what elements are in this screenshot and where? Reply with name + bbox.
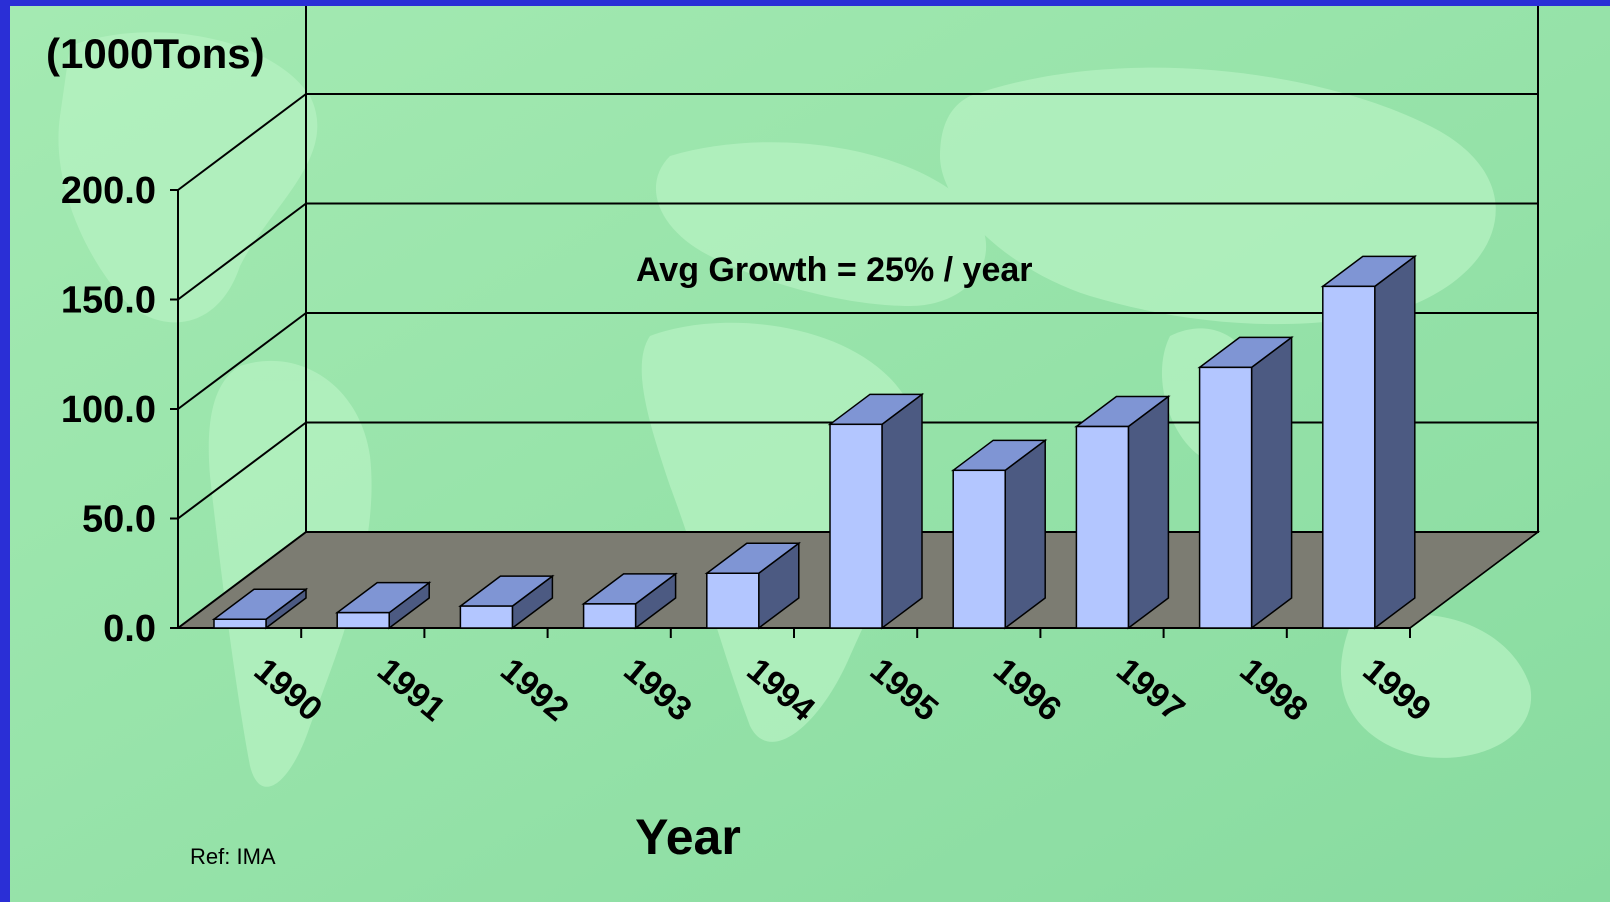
bar-side xyxy=(1374,254,1416,630)
bar xyxy=(829,423,883,629)
bar xyxy=(459,605,514,629)
growth-annotation: Avg Growth = 25% / year xyxy=(636,251,1033,289)
gridline-side xyxy=(177,93,307,191)
bar xyxy=(582,603,637,629)
gridline-side xyxy=(177,531,307,629)
bar-side xyxy=(1127,395,1170,630)
chart-frame: 0.0 50.0 100.0 150.0 200.0 1990 1991 1992 1993 19… xyxy=(10,6,1610,902)
bar xyxy=(213,618,267,629)
bar xyxy=(1198,366,1253,629)
bar xyxy=(1322,285,1376,629)
bar xyxy=(706,572,760,629)
y-tick-label: 100.0 xyxy=(61,389,156,431)
gridline-side xyxy=(177,202,307,301)
gridline-side xyxy=(177,421,307,520)
reference-note: Ref: IMA xyxy=(190,844,276,869)
y-tick-label: 150.0 xyxy=(61,280,156,322)
floor-edge xyxy=(1409,531,1539,629)
y-tick-label: 0.0 xyxy=(103,608,156,650)
bar xyxy=(336,611,390,629)
y-tick-label: 50.0 xyxy=(82,499,156,541)
gridline-side xyxy=(177,312,307,410)
x-axis-title: Year xyxy=(635,809,741,865)
unit-label: (1000Tons) xyxy=(46,30,265,77)
bar xyxy=(1075,425,1130,629)
bar-side xyxy=(881,392,923,630)
bar-side xyxy=(1004,438,1046,630)
chart-labels: (1000Tons) Avg Growth = 25% / year Year … xyxy=(46,30,1033,869)
bar xyxy=(952,469,1006,629)
y-tick-label: 200.0 xyxy=(61,170,156,212)
bar-side xyxy=(1250,335,1293,630)
